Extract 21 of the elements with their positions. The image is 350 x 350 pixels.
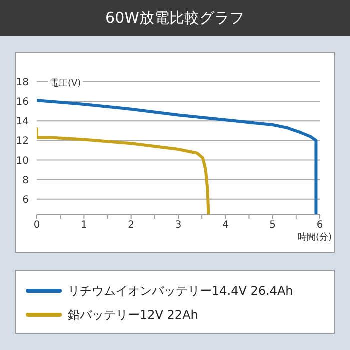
x-tick-label: 5 bbox=[270, 220, 276, 232]
y-tick-label: 12 bbox=[16, 136, 29, 148]
y-tick-label: 10 bbox=[16, 156, 29, 167]
chart-title: 60W放電比較グラフ bbox=[0, 0, 350, 36]
x-tick-label: 0 bbox=[34, 220, 40, 232]
x-tick-label: 2 bbox=[128, 220, 135, 232]
x-axis-title: 時間(分) bbox=[298, 232, 332, 244]
y-tick-label: 8 bbox=[22, 175, 29, 186]
legend-label: 鉛バッテリー12V 22Ah bbox=[68, 306, 198, 324]
y-axis-title: 電圧(V) bbox=[48, 77, 84, 90]
x-tick-label: 1 bbox=[80, 220, 88, 232]
x-tick-label: 6 bbox=[316, 220, 324, 232]
line-series bbox=[37, 99, 318, 215]
x-tick-label: 4 bbox=[222, 220, 229, 232]
x-tick-label: 3 bbox=[175, 220, 182, 232]
y-tick-label: 14 bbox=[16, 116, 29, 128]
legend-label: リチウムイオンバッテリー14.4V 26.4Ah bbox=[68, 282, 294, 300]
y-tick-label: 18 bbox=[16, 78, 29, 89]
line-series bbox=[37, 127, 210, 215]
y-tick-label: 16 bbox=[16, 97, 29, 108]
y-tick-label: 6 bbox=[22, 194, 29, 206]
